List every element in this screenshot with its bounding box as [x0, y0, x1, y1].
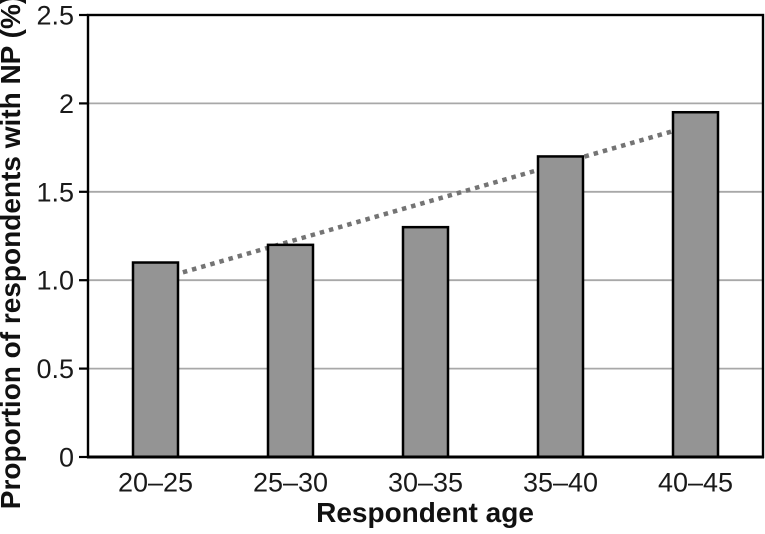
x-axis-title: Respondent age [316, 497, 534, 528]
bar [536, 155, 585, 459]
y-tick-label: 1.0 [36, 266, 74, 296]
bar [131, 261, 180, 459]
y-tick-label: 2.5 [36, 0, 74, 30]
bar [266, 243, 315, 459]
x-tick-label: 20–25 [118, 467, 193, 497]
y-axis-title: Proportion of respondents with NP (%) [0, 0, 26, 509]
x-tick-label: 35–40 [523, 467, 598, 497]
y-tick-label: 0.5 [36, 354, 74, 384]
y-tick-label: 0 [59, 442, 74, 472]
y-tick-label: 2 [59, 89, 74, 119]
x-tick-label: 25–30 [253, 467, 328, 497]
x-tick-label: 40–45 [658, 467, 733, 497]
trendline [154, 122, 697, 283]
y-tick-label: 1.5 [36, 177, 74, 207]
x-tick-label: 30–35 [388, 467, 463, 497]
bar [671, 110, 720, 459]
bar [401, 225, 450, 459]
